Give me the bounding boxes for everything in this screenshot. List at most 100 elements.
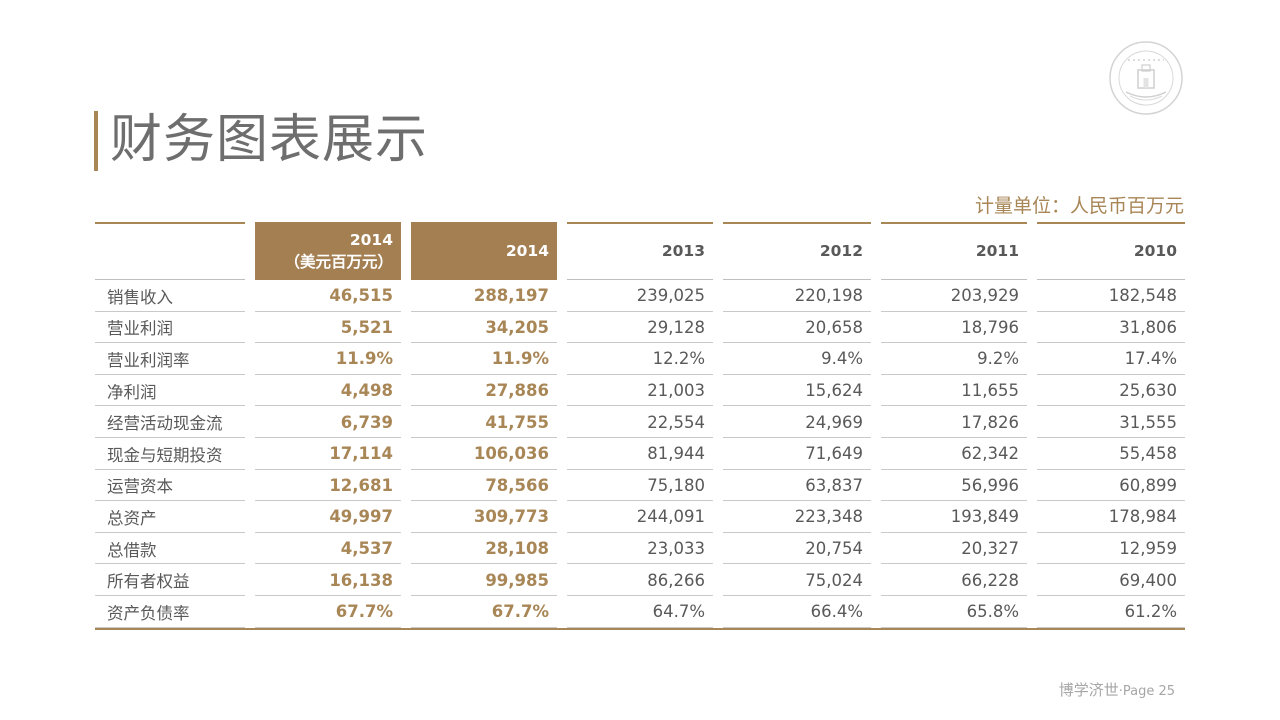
cell-value: 24,969 bbox=[805, 412, 863, 432]
cell-value: 60,899 bbox=[1119, 475, 1177, 495]
highlight-value-cell: 27,886 bbox=[411, 375, 557, 407]
cell-value: 9.4% bbox=[821, 349, 863, 369]
unit-label: 计量单位：人民币百万元 bbox=[974, 195, 1184, 217]
highlight-value-cell: 67.7% bbox=[255, 596, 401, 628]
cell-value: 244,091 bbox=[636, 507, 705, 527]
cell-value: 99,985 bbox=[485, 570, 549, 590]
cell-value: 23,033 bbox=[647, 539, 705, 559]
value-cell: 21,003 bbox=[567, 375, 713, 407]
value-cell: 31,806 bbox=[1037, 312, 1185, 344]
value-cell: 56,996 bbox=[881, 470, 1027, 502]
cell-value: 22,554 bbox=[647, 412, 705, 432]
highlight-value-cell: 6,739 bbox=[255, 406, 401, 438]
table-row: 资产负债率 67.7% 67.7% 64.7% 66.4% 65.8% 61.2% bbox=[95, 596, 1185, 628]
row-label: 销售收入 bbox=[95, 280, 245, 312]
table-row: 营业利润 5,521 34,205 29,128 20,658 18,796 31,806 bbox=[95, 312, 1185, 344]
table-bottom-rule bbox=[95, 627, 1185, 630]
row-label: 资产负债率 bbox=[95, 596, 245, 628]
column-header-year: 2010 bbox=[1133, 242, 1177, 260]
cell-value: 61.2% bbox=[1124, 602, 1177, 622]
cell-value: 27,886 bbox=[485, 381, 549, 401]
value-cell: 69,400 bbox=[1037, 564, 1185, 596]
cell-value: 66,228 bbox=[961, 570, 1019, 590]
cell-value: 29,128 bbox=[647, 317, 705, 337]
table-header-row: 2014 （美元百万元） 2014 2013 2012 2011 2010 bbox=[95, 222, 1185, 280]
cell-value: 15,624 bbox=[805, 381, 863, 401]
cell-value: 12,959 bbox=[1119, 539, 1177, 559]
value-cell: 15,624 bbox=[723, 375, 871, 407]
column-header-year: 2011 bbox=[975, 242, 1019, 260]
university-seal-icon bbox=[1109, 41, 1183, 115]
value-cell: 25,630 bbox=[1037, 375, 1185, 407]
footer-text: 博学济世 bbox=[1058, 681, 1119, 699]
highlight-value-cell: 16,138 bbox=[255, 564, 401, 596]
value-cell: 23,033 bbox=[567, 533, 713, 565]
highlight-value-cell: 4,498 bbox=[255, 375, 401, 407]
row-label: 净利润 bbox=[95, 375, 245, 407]
value-cell: 203,929 bbox=[881, 280, 1027, 312]
cell-value: 4,537 bbox=[340, 539, 393, 559]
value-cell: 81,944 bbox=[567, 438, 713, 470]
value-cell: 178,984 bbox=[1037, 501, 1185, 533]
column-header-year: 2014 bbox=[505, 242, 549, 260]
table-row: 总资产 49,997 309,773 244,091 223,348 193,849 178… bbox=[95, 501, 1185, 533]
cell-value: 106,036 bbox=[473, 444, 549, 464]
highlight-value-cell: 17,114 bbox=[255, 438, 401, 470]
cell-value: 239,025 bbox=[636, 286, 705, 306]
cell-value: 55,458 bbox=[1119, 444, 1177, 464]
value-cell: 60,899 bbox=[1037, 470, 1185, 502]
column-header: 2011 bbox=[881, 222, 1027, 280]
value-cell: 61.2% bbox=[1037, 596, 1185, 628]
column-header-year: 2014 bbox=[349, 231, 393, 249]
value-cell: 55,458 bbox=[1037, 438, 1185, 470]
cell-value: 81,944 bbox=[647, 444, 705, 464]
cell-value: 66.4% bbox=[810, 602, 863, 622]
value-cell: 71,649 bbox=[723, 438, 871, 470]
value-cell: 20,658 bbox=[723, 312, 871, 344]
value-cell: 86,266 bbox=[567, 564, 713, 596]
value-cell: 62,342 bbox=[881, 438, 1027, 470]
highlight-value-cell: 78,566 bbox=[411, 470, 557, 502]
page-title: 财务图表展示 bbox=[110, 110, 429, 170]
cell-value: 4,498 bbox=[340, 381, 393, 401]
value-cell: 9.4% bbox=[723, 343, 871, 375]
highlight-value-cell: 46,515 bbox=[255, 280, 401, 312]
value-cell: 9.2% bbox=[881, 343, 1027, 375]
row-label: 经营活动现金流 bbox=[95, 406, 245, 438]
column-header: 2010 bbox=[1037, 222, 1185, 280]
cell-value: 31,555 bbox=[1119, 412, 1177, 432]
cell-value: 223,348 bbox=[794, 507, 863, 527]
value-cell: 12,959 bbox=[1037, 533, 1185, 565]
value-cell: 64.7% bbox=[567, 596, 713, 628]
cell-value: 17.4% bbox=[1124, 349, 1177, 369]
value-cell: 20,754 bbox=[723, 533, 871, 565]
value-cell: 31,555 bbox=[1037, 406, 1185, 438]
row-label: 营业利润率 bbox=[95, 343, 245, 375]
table-row: 总借款 4,537 28,108 23,033 20,754 20,327 12,959 bbox=[95, 533, 1185, 565]
column-header-unit: （美元百万元） bbox=[284, 253, 393, 271]
highlight-value-cell: 12,681 bbox=[255, 470, 401, 502]
cell-value: 12,681 bbox=[329, 475, 393, 495]
cell-value: 20,327 bbox=[961, 539, 1019, 559]
cell-value: 25,630 bbox=[1119, 381, 1177, 401]
cell-value: 6,739 bbox=[340, 412, 393, 432]
value-cell: 17,826 bbox=[881, 406, 1027, 438]
value-cell: 75,024 bbox=[723, 564, 871, 596]
cell-value: 11,655 bbox=[961, 381, 1019, 401]
cell-value: 288,197 bbox=[473, 286, 549, 306]
cell-value: 62,342 bbox=[961, 444, 1019, 464]
value-cell: 65.8% bbox=[881, 596, 1027, 628]
value-cell: 193,849 bbox=[881, 501, 1027, 533]
column-header: 2013 bbox=[567, 222, 713, 280]
cell-value: 203,929 bbox=[950, 286, 1019, 306]
header-corner-cell bbox=[95, 222, 245, 280]
value-cell: 244,091 bbox=[567, 501, 713, 533]
cell-value: 64.7% bbox=[652, 602, 705, 622]
cell-value: 11.9% bbox=[491, 349, 549, 369]
value-cell: 182,548 bbox=[1037, 280, 1185, 312]
cell-value: 67.7% bbox=[335, 602, 393, 622]
cell-value: 16,138 bbox=[329, 570, 393, 590]
value-cell: 18,796 bbox=[881, 312, 1027, 344]
highlight-value-cell: 49,997 bbox=[255, 501, 401, 533]
cell-value: 20,754 bbox=[805, 539, 863, 559]
